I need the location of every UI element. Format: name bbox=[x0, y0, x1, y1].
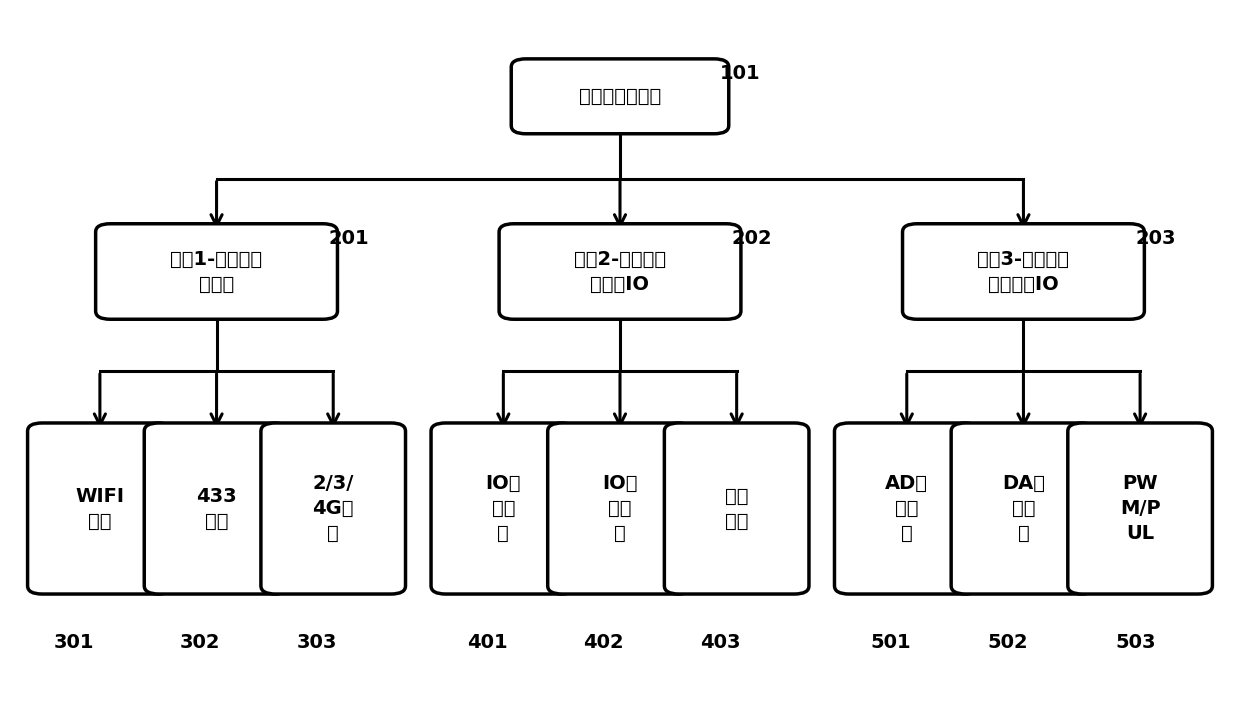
Text: 202: 202 bbox=[732, 229, 773, 247]
Text: 403: 403 bbox=[701, 632, 740, 651]
Text: 从机3-分布式系
统模拟量IO: 从机3-分布式系 统模拟量IO bbox=[977, 250, 1069, 294]
Text: 501: 501 bbox=[870, 632, 911, 651]
Text: 203: 203 bbox=[1136, 229, 1176, 247]
Text: 2/3/
4G模
块: 2/3/ 4G模 块 bbox=[312, 474, 353, 543]
FancyBboxPatch shape bbox=[903, 224, 1145, 319]
Text: 301: 301 bbox=[53, 632, 94, 651]
FancyBboxPatch shape bbox=[260, 423, 405, 594]
Text: 303: 303 bbox=[296, 632, 337, 651]
Text: 402: 402 bbox=[584, 632, 624, 651]
Text: 串口
模块: 串口 模块 bbox=[725, 486, 749, 531]
Text: IO输
出模
块: IO输 出模 块 bbox=[603, 474, 637, 543]
FancyBboxPatch shape bbox=[548, 423, 692, 594]
Text: AD采
集模
块: AD采 集模 块 bbox=[885, 474, 929, 543]
Text: 433
模块: 433 模块 bbox=[196, 486, 237, 531]
FancyBboxPatch shape bbox=[144, 423, 289, 594]
Text: 201: 201 bbox=[329, 229, 370, 247]
Text: 502: 502 bbox=[987, 632, 1028, 651]
FancyBboxPatch shape bbox=[498, 224, 742, 319]
Text: 401: 401 bbox=[467, 632, 507, 651]
Text: IO输
入模
块: IO输 入模 块 bbox=[486, 474, 521, 543]
FancyBboxPatch shape bbox=[1068, 423, 1213, 594]
FancyBboxPatch shape bbox=[511, 59, 729, 134]
FancyBboxPatch shape bbox=[432, 423, 575, 594]
Text: 从机2-分布式系
统数字IO: 从机2-分布式系 统数字IO bbox=[574, 250, 666, 294]
FancyBboxPatch shape bbox=[95, 224, 337, 319]
FancyBboxPatch shape bbox=[951, 423, 1096, 594]
FancyBboxPatch shape bbox=[27, 423, 172, 594]
Text: 503: 503 bbox=[1116, 632, 1157, 651]
FancyBboxPatch shape bbox=[835, 423, 980, 594]
Text: DA输
出模
块: DA输 出模 块 bbox=[1002, 474, 1045, 543]
FancyBboxPatch shape bbox=[665, 423, 808, 594]
Text: PW
M/P
UL: PW M/P UL bbox=[1120, 474, 1161, 543]
Text: 从机1-分布式系
统通信: 从机1-分布式系 统通信 bbox=[170, 250, 263, 294]
Text: 分布式系统主机: 分布式系统主机 bbox=[579, 87, 661, 106]
Text: WIFI
模块: WIFI 模块 bbox=[76, 486, 124, 531]
Text: 101: 101 bbox=[719, 64, 760, 83]
Text: 302: 302 bbox=[180, 632, 221, 651]
